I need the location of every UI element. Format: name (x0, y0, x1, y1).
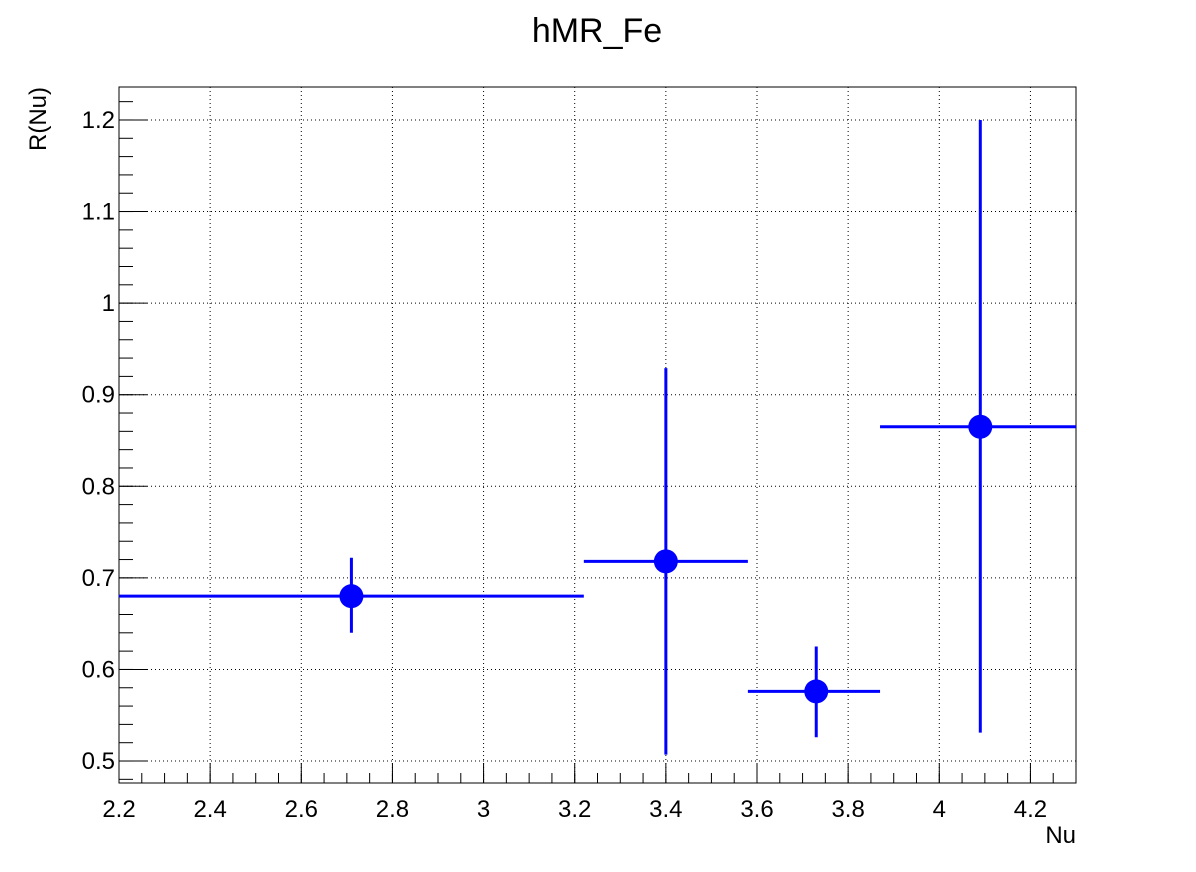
x-tick-label: 3 (477, 796, 490, 823)
grid-layer (119, 87, 1076, 783)
data-point (339, 584, 364, 609)
x-tick-label: 3.4 (649, 796, 682, 823)
x-tick-label: 4.2 (1014, 796, 1047, 823)
y-tick-label: 0.5 (82, 748, 115, 775)
x-axis-label: Nu (1045, 822, 1076, 849)
data-layer (119, 119, 1076, 755)
x-tick-label: 3.2 (558, 796, 591, 823)
plot-frame (118, 86, 1077, 784)
chart-title: hMR_Fe (532, 12, 662, 50)
y-tick-label: 1 (102, 290, 115, 317)
x-tick-label: 2.2 (102, 796, 135, 823)
ticks-layer (118, 101, 1077, 783)
y-tick-label: 0.7 (82, 565, 115, 592)
x-tick-label: 3.6 (740, 796, 773, 823)
x-tick-label: 2.8 (376, 796, 409, 823)
y-tick-label: 0.9 (82, 382, 115, 409)
y-tick-label: 1.1 (82, 199, 115, 226)
data-point (653, 549, 678, 574)
x-tick-label: 4 (933, 796, 946, 823)
y-axis-label: R(Nu) (25, 87, 52, 151)
x-tick-label: 3.8 (831, 796, 864, 823)
y-tick-label: 0.8 (82, 473, 115, 500)
data-point (968, 414, 993, 439)
data-point (804, 679, 829, 704)
y-tick-label: 1.2 (82, 107, 115, 134)
x-tick-label: 2.4 (193, 796, 226, 823)
tick-labels-layer: 2.2 2.4 2.6 2.8 3 3.2 3.4 3.6 3.8 4 4.2 0.5 0.6 0.7 0.… (82, 107, 1047, 823)
y-tick-label: 0.6 (82, 656, 115, 683)
x-tick-label: 2.6 (285, 796, 318, 823)
